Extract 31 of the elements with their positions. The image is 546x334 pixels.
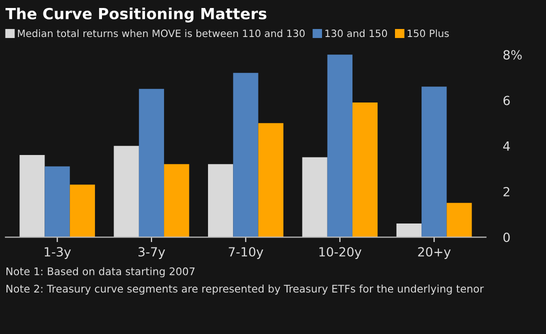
x-tick-label: 1-3y — [44, 247, 71, 259]
bar — [327, 54, 352, 238]
bar — [164, 164, 190, 238]
legend-label: 130 and 150 — [325, 29, 388, 38]
bar — [20, 155, 45, 238]
bar — [302, 157, 328, 238]
text: Note 2: Treasury curve segments are represented by Treasury ETFs for the underlying tenor — [6, 284, 484, 295]
x-tick-label: 3-7y — [138, 247, 166, 259]
y-tick-label: 0 — [503, 232, 510, 242]
x-tick-label: 20+y — [418, 247, 451, 259]
y-tick-label: 8% — [503, 50, 522, 60]
bar — [258, 123, 284, 238]
legend-label: Median total returns when MOVE is between 110 and 130 — [18, 29, 305, 38]
bar — [446, 202, 472, 238]
bar — [208, 164, 234, 238]
legend-label: 150 Plus — [408, 29, 449, 38]
chart-title: The Curve Positioning Matters — [6, 8, 266, 22]
bar — [396, 223, 422, 238]
y-tick-label: 6 — [503, 96, 510, 106]
text: Note 1: Based on data starting 2007 — [6, 267, 195, 278]
bar — [422, 86, 447, 238]
bar — [233, 72, 258, 238]
bar — [70, 184, 95, 238]
bar — [138, 88, 164, 238]
y-tick-label: 2 — [504, 186, 510, 196]
x-tick-label: 10-20y — [319, 247, 362, 259]
bar — [114, 146, 139, 238]
x-tick-label: 7-10y — [228, 247, 264, 259]
y-tick-label: 4 — [503, 142, 510, 151]
bar — [44, 166, 70, 238]
bar — [352, 102, 378, 238]
